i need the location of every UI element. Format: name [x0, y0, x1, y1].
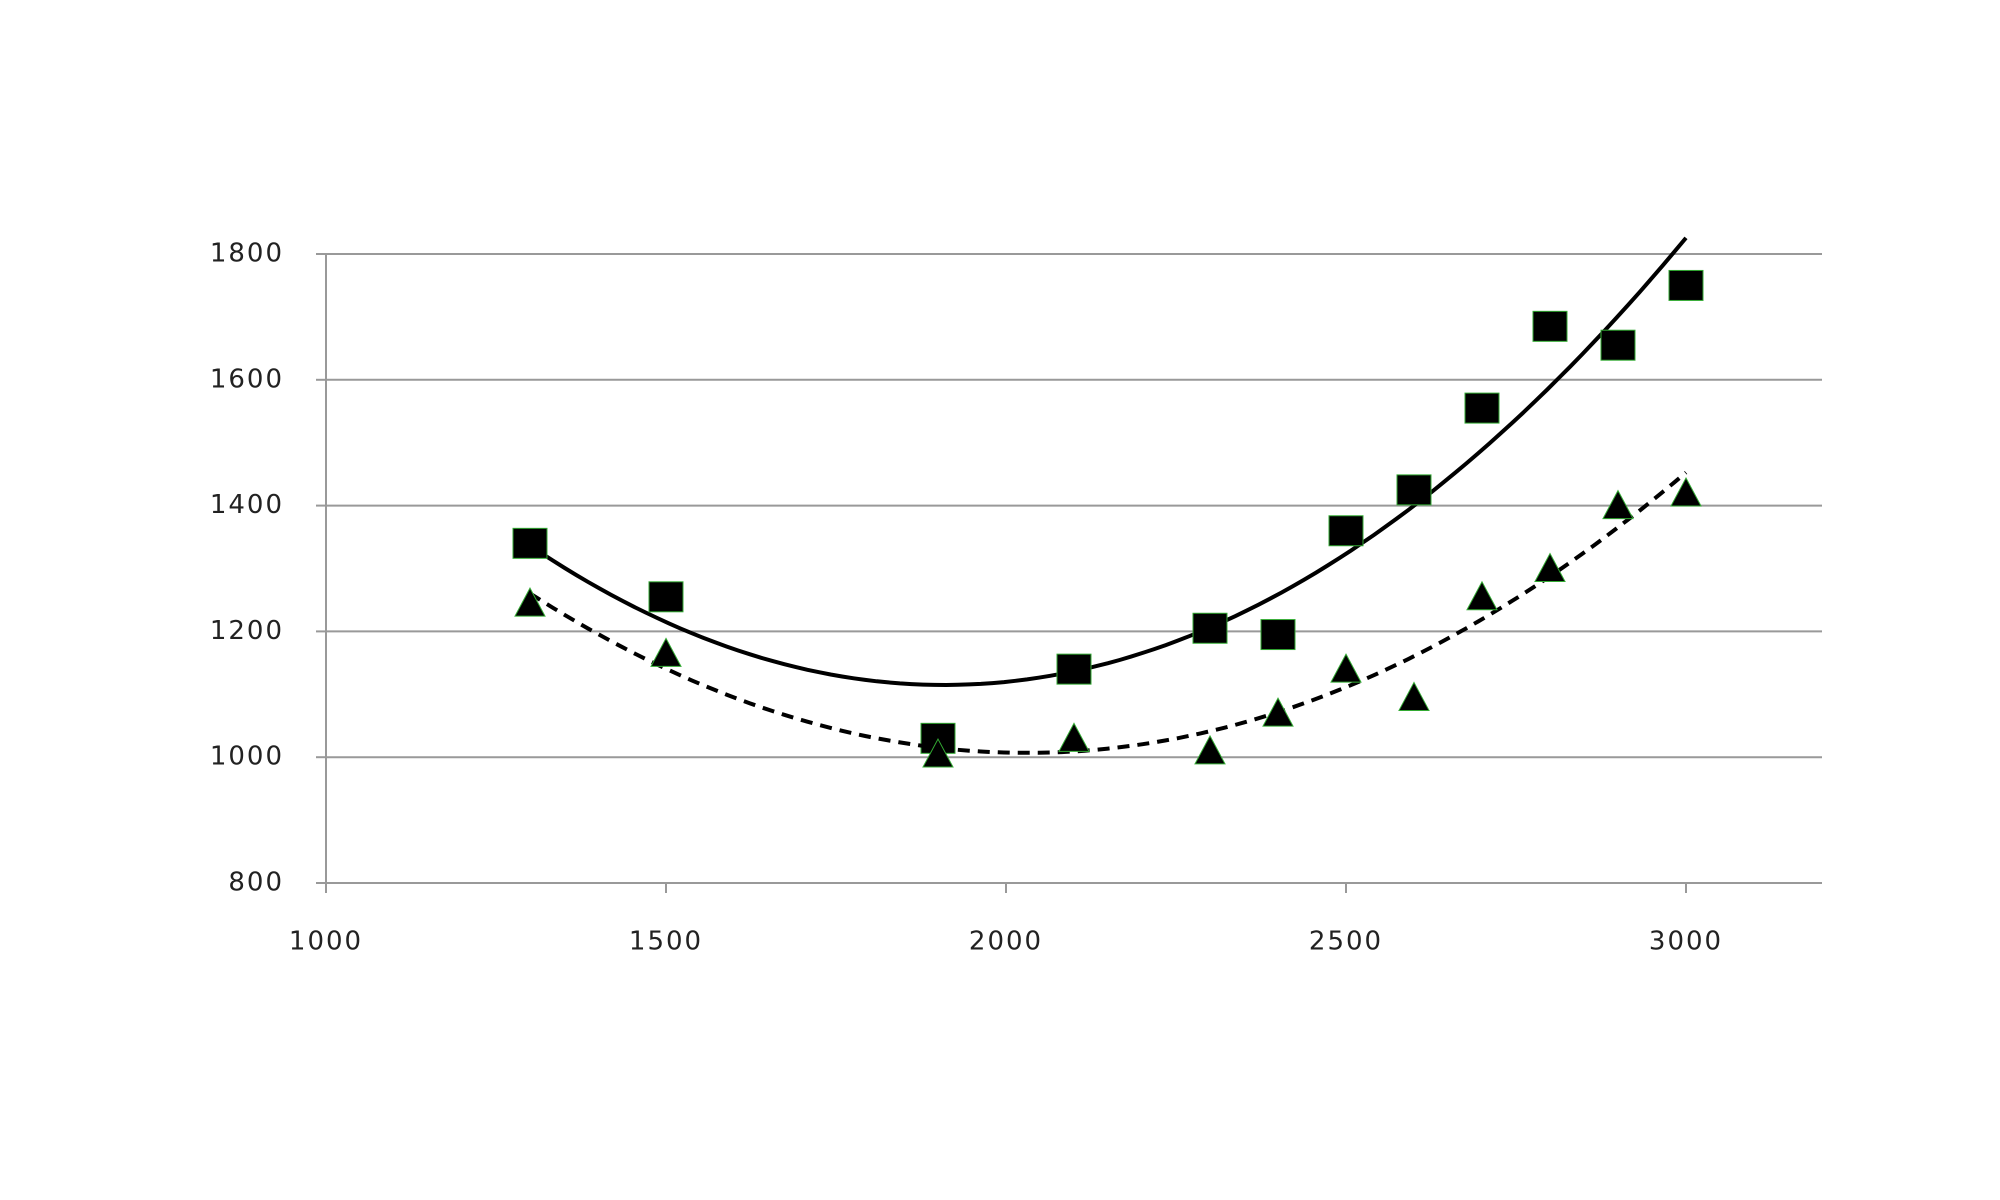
- x-tick-label: 1500: [629, 927, 703, 957]
- square-marker: [1600, 329, 1636, 361]
- y-tick-label: 1200: [210, 616, 284, 646]
- y-tick-label: 800: [228, 868, 284, 898]
- square-marker: [1260, 619, 1296, 651]
- square-marker: [1328, 515, 1364, 547]
- triangle-marker: [1534, 552, 1566, 582]
- x-tick-label: 1000: [289, 927, 363, 957]
- triangle-marker: [1262, 697, 1294, 727]
- y-tick-label: 1000: [210, 742, 284, 772]
- square-marker: [1056, 653, 1092, 685]
- triangle-marker: [1466, 580, 1498, 611]
- triangle-marker: [1058, 722, 1090, 752]
- square-marker: [648, 581, 684, 613]
- triangle-marker: [1194, 734, 1226, 765]
- triangle-marker: [650, 637, 682, 667]
- square-marker: [1532, 310, 1568, 342]
- x-tick-label: 3000: [1649, 927, 1723, 957]
- triangle-marker: [514, 587, 546, 617]
- triangle-marker: [1602, 489, 1634, 520]
- square-marker: [1668, 269, 1704, 301]
- trend-line: [528, 236, 1688, 688]
- y-tick-label: 1800: [210, 239, 284, 269]
- triangle-marker: [1398, 681, 1430, 711]
- x-tick-label: 2500: [1309, 927, 1383, 957]
- square-marker: [1192, 612, 1228, 644]
- square-marker: [512, 527, 548, 559]
- triangle-marker: [922, 737, 954, 768]
- trend-line: [528, 470, 1688, 755]
- y-tick-label: 1400: [210, 490, 284, 520]
- y-tick-label: 1600: [210, 364, 284, 394]
- x-tick-label: 2000: [969, 927, 1043, 957]
- triangle-marker: [1670, 476, 1702, 507]
- square-marker: [1396, 474, 1432, 506]
- square-marker: [1464, 392, 1500, 424]
- triangle-marker: [1330, 653, 1362, 683]
